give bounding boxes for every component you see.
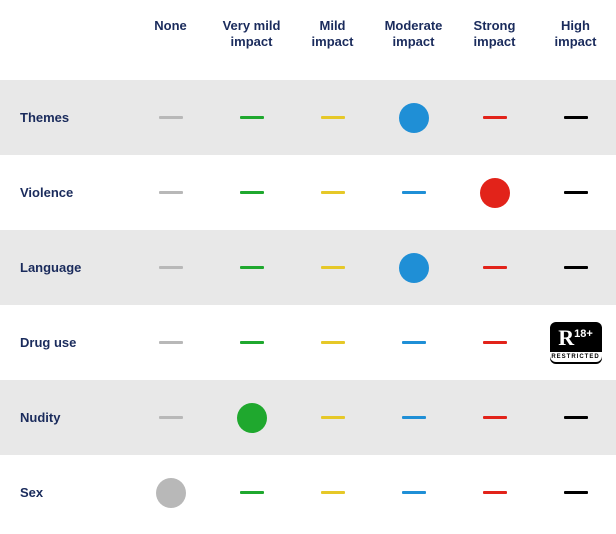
cell-mild xyxy=(292,155,373,230)
cell-high xyxy=(535,380,616,455)
level-dash-icon xyxy=(159,416,183,419)
cell-none xyxy=(130,230,211,305)
level-dash-icon xyxy=(159,266,183,269)
level-dash-icon xyxy=(321,341,345,344)
selected-dot-icon xyxy=(237,403,267,433)
cell-strong xyxy=(454,80,535,155)
level-dash-icon xyxy=(159,191,183,194)
row-label: Violence xyxy=(0,155,130,230)
cell-strong xyxy=(454,230,535,305)
cell-mild xyxy=(292,230,373,305)
cell-none xyxy=(130,155,211,230)
header-mild: Mild impact xyxy=(292,0,373,80)
level-dash-icon xyxy=(321,266,345,269)
level-dash-icon xyxy=(240,116,264,119)
cell-none xyxy=(130,455,211,530)
cell-high xyxy=(535,455,616,530)
header-blank xyxy=(0,0,130,80)
header-verymild: Very mild impact xyxy=(211,0,292,80)
selected-dot-icon xyxy=(480,178,510,208)
cell-none xyxy=(130,305,211,380)
cell-strong xyxy=(454,155,535,230)
header-moderate: Moderate impact xyxy=(373,0,454,80)
cell-high: R18+RESTRICTED xyxy=(535,305,616,380)
level-dash-icon xyxy=(483,341,507,344)
row-label: Themes xyxy=(0,80,130,155)
level-dash-icon xyxy=(483,491,507,494)
cell-high xyxy=(535,155,616,230)
r18-badge-age: 18+ xyxy=(574,329,593,340)
level-dash-icon xyxy=(321,116,345,119)
r18-badge-r: R xyxy=(558,327,573,349)
cell-strong xyxy=(454,380,535,455)
cell-high xyxy=(535,80,616,155)
level-dash-icon xyxy=(483,266,507,269)
cell-moderate xyxy=(373,230,454,305)
level-dash-icon xyxy=(240,191,264,194)
level-dash-icon xyxy=(240,266,264,269)
header-none: None xyxy=(130,0,211,80)
level-dash-icon xyxy=(321,416,345,419)
header-high: High impact xyxy=(535,0,616,80)
cell-mild xyxy=(292,455,373,530)
level-dash-icon xyxy=(159,116,183,119)
cell-verymild xyxy=(211,80,292,155)
level-dash-icon xyxy=(402,341,426,344)
cell-none xyxy=(130,80,211,155)
matrix-grid: NoneVery mild impactMild impactModerate … xyxy=(0,0,616,530)
level-dash-icon xyxy=(483,116,507,119)
level-dash-icon xyxy=(402,416,426,419)
r18-badge-bar: RESTRICTED xyxy=(550,352,602,362)
cell-moderate xyxy=(373,80,454,155)
cell-moderate xyxy=(373,455,454,530)
cell-moderate xyxy=(373,155,454,230)
cell-moderate xyxy=(373,305,454,380)
cell-moderate xyxy=(373,380,454,455)
selected-dot-icon xyxy=(156,478,186,508)
selected-dot-icon xyxy=(399,253,429,283)
row-label: Sex xyxy=(0,455,130,530)
level-dash-icon xyxy=(564,191,588,194)
level-dash-icon xyxy=(159,341,183,344)
cell-mild xyxy=(292,305,373,380)
cell-verymild xyxy=(211,230,292,305)
level-dash-icon xyxy=(240,341,264,344)
selected-dot-icon xyxy=(399,103,429,133)
r18-badge: R18+RESTRICTED xyxy=(550,322,602,364)
level-dash-icon xyxy=(240,491,264,494)
level-dash-icon xyxy=(321,491,345,494)
cell-mild xyxy=(292,80,373,155)
level-dash-icon xyxy=(402,491,426,494)
row-label: Nudity xyxy=(0,380,130,455)
cell-high xyxy=(535,230,616,305)
header-strong: Strong impact xyxy=(454,0,535,80)
level-dash-icon xyxy=(321,191,345,194)
level-dash-icon xyxy=(564,266,588,269)
cell-mild xyxy=(292,380,373,455)
level-dash-icon xyxy=(402,191,426,194)
level-dash-icon xyxy=(564,116,588,119)
cell-verymild xyxy=(211,380,292,455)
cell-strong xyxy=(454,305,535,380)
cell-verymild xyxy=(211,305,292,380)
r18-badge-top: R18+ xyxy=(558,324,593,352)
level-dash-icon xyxy=(564,491,588,494)
cell-none xyxy=(130,380,211,455)
cell-verymild xyxy=(211,455,292,530)
cell-verymild xyxy=(211,155,292,230)
row-label: Drug use xyxy=(0,305,130,380)
row-label: Language xyxy=(0,230,130,305)
level-dash-icon xyxy=(483,416,507,419)
level-dash-icon xyxy=(564,416,588,419)
cell-strong xyxy=(454,455,535,530)
classification-matrix: NoneVery mild impactMild impactModerate … xyxy=(0,0,616,530)
